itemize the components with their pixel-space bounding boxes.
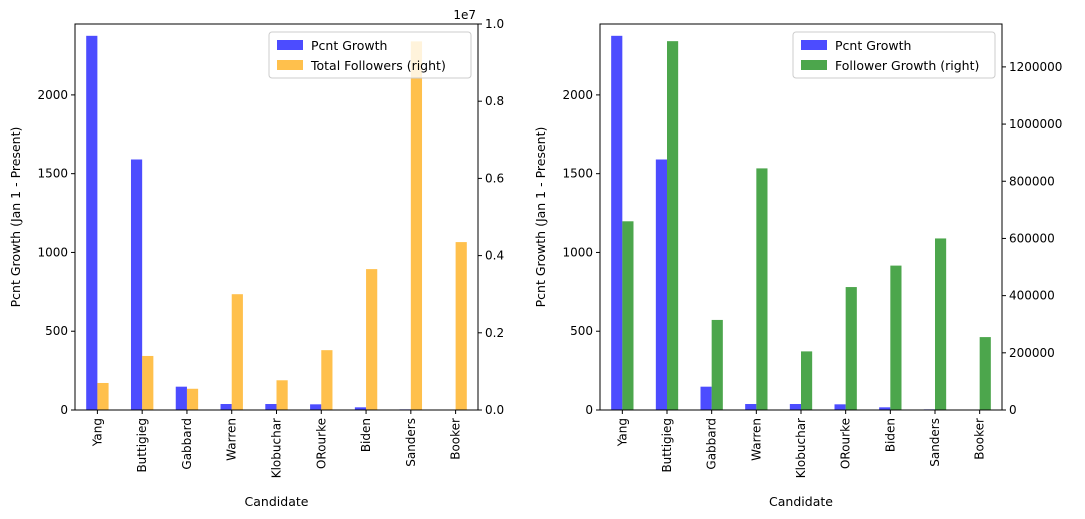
y-axis-label: Pcnt Growth (Jan 1 - Present)	[533, 127, 548, 308]
x-axis-label: Candidate	[245, 494, 309, 509]
legend-swatch	[277, 60, 303, 70]
left-tick-label: 0	[585, 403, 593, 417]
legend-box	[268, 31, 472, 79]
bar-klobuchar-followers	[801, 351, 813, 410]
x-tick-label-biden: Biden	[883, 418, 897, 452]
bar-orourke-followers	[845, 287, 857, 410]
bar-warren-pcnt-growth	[745, 404, 757, 410]
bar-booker-followers	[979, 337, 991, 410]
x-tick-label-buttigieg: Buttigieg	[135, 418, 149, 473]
bar-yang-pcnt-growth	[86, 35, 98, 411]
left-tick-label: 1000	[562, 245, 593, 259]
bar-sanders-followers	[935, 238, 947, 410]
right-tick-label: 1000000	[1009, 117, 1062, 131]
bar-klobuchar-pcnt-growth	[789, 404, 801, 410]
bar-orourke-pcnt-growth	[310, 404, 322, 410]
right-tick-label: 0.8	[485, 94, 504, 108]
legend-label: Follower Growth (right)	[835, 58, 979, 73]
x-tick-label-gabbard: Gabbard	[705, 418, 719, 470]
bar-buttigieg-pcnt-growth	[130, 159, 143, 410]
x-tick-label-booker: Booker	[973, 418, 987, 460]
x-tick-label-sanders: Sanders	[404, 418, 418, 467]
bar-sanders-followers	[410, 41, 423, 411]
series-2	[622, 41, 991, 411]
bar-buttigieg-followers	[142, 355, 154, 410]
bar-gabbard-followers	[186, 388, 199, 410]
right-tick-label: 0	[1009, 403, 1017, 417]
right-tick-label: 400000	[1009, 289, 1055, 303]
right-tick-label: 0.4	[485, 249, 504, 263]
bar-klobuchar-pcnt-growth	[265, 404, 277, 410]
right-tick-label: 600000	[1009, 231, 1055, 245]
x-tick-label-warren: Warren	[225, 418, 239, 461]
left-tick-label: 1500	[562, 167, 593, 181]
series-1	[611, 35, 980, 411]
x-tick-label-yang: Yang	[90, 418, 104, 447]
bar-warren-followers	[231, 294, 243, 410]
legend-label: Pcnt Growth	[311, 38, 387, 53]
right-tick-label: 0.6	[485, 171, 504, 185]
right-axis-offset-label: 1e7	[453, 8, 476, 22]
legend-label: Pcnt Growth	[835, 38, 911, 53]
bar-biden-followers	[366, 269, 378, 410]
bar-buttigieg-pcnt-growth	[655, 159, 667, 410]
x-tick-label-sanders: Sanders	[928, 418, 942, 467]
left-tick-label: 500	[45, 324, 68, 338]
x-tick-label-klobuchar: Klobuchar	[794, 418, 808, 478]
right-tick-label: 800000	[1009, 174, 1055, 188]
bar-yang-followers	[622, 221, 634, 410]
right-tick-label: 0.0	[485, 403, 504, 417]
bar-biden-followers	[890, 265, 902, 410]
right-tick-label: 200000	[1009, 346, 1055, 360]
legend: Pcnt Growth Total Followers (right)	[268, 31, 472, 79]
left-tick-label: 1000	[37, 245, 68, 259]
bar-booker-followers	[455, 242, 467, 410]
left-tick-label: 500	[570, 324, 593, 338]
x-axis-label: Candidate	[769, 494, 833, 509]
x-tick-label-biden: Biden	[359, 418, 373, 452]
bar-yang-pcnt-growth	[611, 35, 623, 411]
legend-label: Total Followers (right)	[310, 58, 446, 73]
x-tick-label-buttigieg: Buttigieg	[660, 418, 674, 473]
legend-box	[792, 31, 996, 79]
legend-swatch	[277, 40, 303, 50]
bar-gabbard-followers	[711, 319, 723, 410]
series-1	[86, 35, 456, 411]
left-tick-label: 1500	[37, 167, 68, 181]
legend-swatch	[801, 60, 827, 70]
legend-swatch	[801, 40, 827, 50]
x-tick-label-gabbard: Gabbard	[180, 418, 194, 470]
right-tick-label: 1.0	[485, 17, 504, 31]
y-axis-label: Pcnt Growth (Jan 1 - Present)	[8, 127, 23, 308]
x-tick-label-klobuchar: Klobuchar	[270, 418, 284, 478]
bar-warren-followers	[756, 168, 768, 410]
bar-warren-pcnt-growth	[220, 404, 232, 410]
bar-gabbard-pcnt-growth	[700, 386, 712, 410]
chart-1: 0 500 1000 1500 2000 0.0 0.2 0.4 0.6 0.8 1.0 1e7 Yan…	[8, 8, 504, 509]
x-tick-label-warren: Warren	[749, 418, 763, 461]
legend: Pcnt Growth Follower Growth (right)	[792, 31, 996, 79]
bar-yang-followers	[97, 382, 109, 410]
bar-gabbard-pcnt-growth	[175, 386, 187, 410]
bar-orourke-pcnt-growth	[834, 404, 846, 410]
series-2	[97, 41, 467, 411]
right-tick-label: 1200000	[1009, 60, 1062, 74]
bar-klobuchar-followers	[276, 380, 288, 410]
left-tick-label: 0	[60, 403, 68, 417]
chart-2: 0 500 1000 1500 2000 0 200000 400000 600000 80000…	[533, 23, 1062, 509]
x-tick-label-booker: Booker	[449, 418, 463, 460]
right-tick-label: 0.2	[485, 326, 504, 340]
bar-biden-pcnt-growth	[879, 407, 891, 410]
bar-orourke-followers	[321, 350, 333, 410]
x-tick-label-orourke: ORourke	[839, 418, 853, 469]
bar-biden-pcnt-growth	[354, 407, 367, 410]
bar-buttigieg-followers	[667, 41, 679, 411]
left-tick-label: 2000	[562, 88, 593, 102]
left-tick-label: 2000	[37, 88, 68, 102]
x-tick-label-yang: Yang	[615, 418, 629, 447]
x-tick-label-orourke: ORourke	[314, 418, 328, 469]
